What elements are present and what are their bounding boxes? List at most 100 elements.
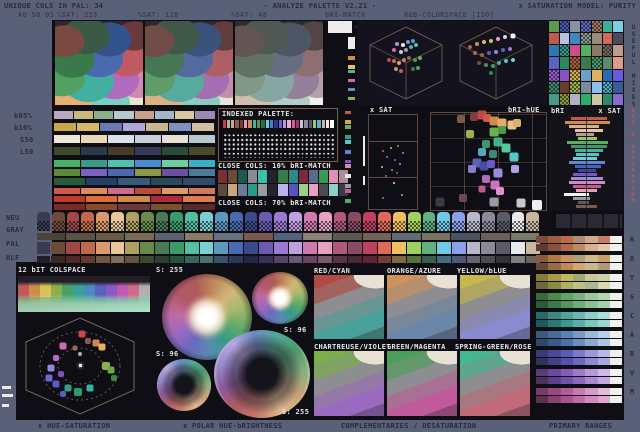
- swatch-cell[interactable]: [229, 212, 243, 231]
- swatch-cell[interactable]: [602, 33, 613, 45]
- swatch-cell[interactable]: [496, 242, 510, 254]
- swatch-cell[interactable]: [278, 120, 282, 128]
- toggle-flags[interactable]: AO SO OS: [18, 11, 55, 19]
- swatch-cell[interactable]: [330, 120, 334, 128]
- swatch-cell[interactable]: [81, 212, 95, 231]
- swatch-cell[interactable]: [140, 212, 154, 231]
- swatch-cell[interactable]: [559, 45, 570, 57]
- swatch-cell[interactable]: [95, 242, 110, 254]
- swatch-cell[interactable]: [549, 81, 559, 93]
- swatch-cell[interactable]: [549, 93, 559, 105]
- swatch-cell[interactable]: [591, 21, 602, 33]
- swatch-cell[interactable]: [467, 212, 480, 231]
- swatch-cell[interactable]: [287, 120, 291, 128]
- swatch-cell[interactable]: [570, 69, 581, 81]
- swatch-cell[interactable]: [378, 212, 391, 231]
- swatch-cell[interactable]: [265, 120, 269, 128]
- swatch-cell[interactable]: [437, 212, 451, 231]
- swatch-cell[interactable]: [111, 212, 124, 231]
- indexed-palette-strip[interactable]: [222, 120, 334, 128]
- swatch-cell[interactable]: [200, 212, 213, 231]
- swatch-cell[interactable]: [481, 212, 495, 231]
- swatch-cell[interactable]: [591, 45, 602, 57]
- swatch-cell[interactable]: [51, 212, 65, 231]
- swatch-cell[interactable]: [303, 212, 317, 231]
- swatch-cell[interactable]: [549, 33, 559, 45]
- swatch-cell[interactable]: [570, 45, 581, 57]
- swatch-cell[interactable]: [244, 242, 258, 254]
- swatch-cell[interactable]: [362, 242, 377, 254]
- swatch-cell[interactable]: [559, 81, 570, 93]
- swatch-cell[interactable]: [581, 81, 591, 93]
- swatch-cell[interactable]: [613, 81, 623, 93]
- swatch-cell[interactable]: [261, 120, 265, 128]
- swatch-cell[interactable]: [613, 33, 623, 45]
- swatch-cell[interactable]: [581, 21, 591, 33]
- swatch-cell[interactable]: [51, 242, 66, 254]
- swatch-cell[interactable]: [291, 120, 295, 128]
- swatch-cell[interactable]: [511, 212, 525, 231]
- useful-mixes-grid[interactable]: [549, 21, 623, 105]
- swatch-cell[interactable]: [229, 242, 244, 254]
- swatch-cell[interactable]: [273, 242, 288, 254]
- swatch-cell[interactable]: [308, 120, 313, 128]
- swatch-cell[interactable]: [549, 21, 559, 33]
- swatch-cell[interactable]: [259, 212, 273, 231]
- swatch-cell[interactable]: [602, 69, 613, 81]
- swatch-cell[interactable]: [581, 93, 591, 105]
- swatch-cell[interactable]: [422, 242, 436, 254]
- swatch-cell[interactable]: [333, 242, 347, 254]
- swatch-cell[interactable]: [318, 242, 333, 254]
- swatch-cell[interactable]: [526, 212, 540, 231]
- swatch-cell[interactable]: [274, 120, 278, 128]
- swatch-cell[interactable]: [185, 212, 199, 231]
- swatch-cell[interactable]: [591, 33, 602, 45]
- swatch-cell[interactable]: [125, 242, 140, 254]
- swatch-cell[interactable]: [214, 212, 228, 231]
- swatch-cell[interactable]: [169, 242, 184, 254]
- swatch-cell[interactable]: [452, 212, 466, 231]
- swatch-cell[interactable]: [226, 120, 231, 128]
- swatch-cell[interactable]: [570, 21, 581, 33]
- swatch-cell[interactable]: [392, 242, 407, 254]
- swatch-cell[interactable]: [591, 57, 602, 69]
- current-color-chip[interactable]: [328, 21, 352, 33]
- swatch-cell[interactable]: [581, 33, 591, 45]
- swatch-cell[interactable]: [313, 120, 317, 128]
- swatch-cell[interactable]: [581, 45, 591, 57]
- swatch-cell[interactable]: [347, 242, 362, 254]
- swatch-cell[interactable]: [321, 120, 325, 128]
- swatch-cell[interactable]: [288, 242, 303, 254]
- swatch-cell[interactable]: [407, 212, 421, 231]
- swatch-cell[interactable]: [304, 120, 308, 128]
- swatch-cell[interactable]: [170, 212, 184, 231]
- swatch-cell[interactable]: [602, 45, 613, 57]
- swatch-cell[interactable]: [570, 81, 581, 93]
- swatch-cell[interactable]: [231, 120, 235, 128]
- swatch-cell[interactable]: [289, 212, 302, 231]
- pal-palette-row[interactable]: [36, 242, 540, 254]
- swatch-cell[interactable]: [392, 212, 406, 231]
- swatch-cell[interactable]: [36, 242, 51, 254]
- swatch-cell[interactable]: [559, 57, 570, 69]
- swatch-cell[interactable]: [258, 242, 273, 254]
- swatch-cell[interactable]: [252, 120, 256, 128]
- swatch-cell[interactable]: [235, 120, 239, 128]
- swatch-cell[interactable]: [110, 242, 125, 254]
- swatch-cell[interactable]: [451, 242, 466, 254]
- swatch-cell[interactable]: [303, 242, 318, 254]
- swatch-cell[interactable]: [559, 33, 570, 45]
- swatch-cell[interactable]: [326, 120, 330, 128]
- swatch-cell[interactable]: [274, 212, 288, 231]
- swatch-cell[interactable]: [602, 93, 613, 105]
- neu-palette-row[interactable]: [36, 212, 540, 231]
- swatch-cell[interactable]: [199, 242, 214, 254]
- swatch-cell[interactable]: [407, 242, 422, 254]
- swatch-cell[interactable]: [257, 120, 261, 128]
- swatch-cell[interactable]: [511, 242, 525, 254]
- swatch-cell[interactable]: [570, 33, 581, 45]
- swatch-cell[interactable]: [248, 120, 252, 128]
- swatch-cell[interactable]: [140, 242, 155, 254]
- swatch-cell[interactable]: [66, 212, 80, 231]
- swatch-cell[interactable]: [613, 93, 623, 105]
